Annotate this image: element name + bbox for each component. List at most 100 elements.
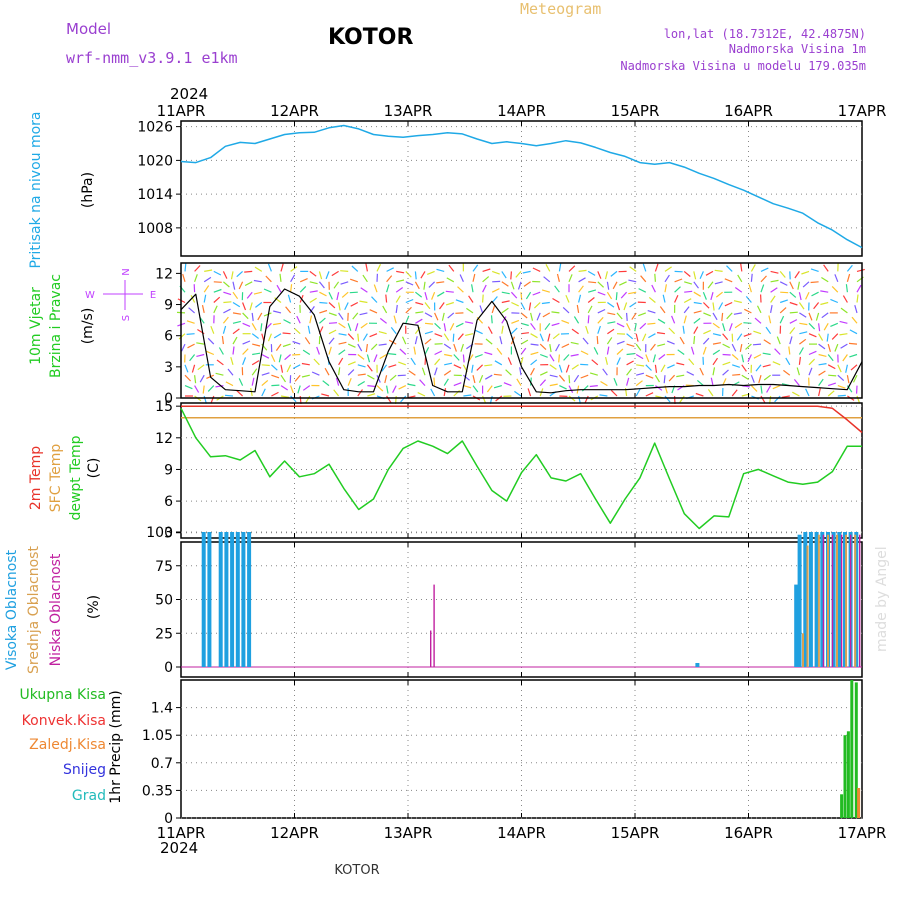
wind-barb (338, 349, 346, 355)
wind-barb (296, 315, 301, 324)
wind-barb (828, 374, 837, 377)
wind-barb (297, 385, 301, 394)
wind-barb (482, 294, 484, 303)
wind-barb (405, 270, 412, 278)
wind-barb (520, 322, 529, 327)
wind-barb (221, 336, 224, 345)
wind-barb (792, 391, 800, 397)
wind-barb (328, 322, 338, 324)
wind-barb (796, 367, 800, 376)
wind-barb (273, 333, 282, 339)
wind-barb (686, 371, 695, 376)
cloud-bar-1 (827, 534, 829, 667)
wind-barb (279, 273, 282, 282)
wind-barb (849, 329, 858, 335)
cloud-bar-2 (859, 534, 861, 667)
precip-legend-entry: Snijeg (63, 762, 106, 778)
wind-barb (695, 392, 704, 397)
wind-barb (588, 281, 597, 284)
wind-barb (359, 312, 368, 316)
wind-barb (338, 312, 344, 320)
wind-barb (501, 325, 504, 334)
wind-barb (420, 271, 426, 279)
wind-barb (702, 346, 707, 355)
wind-barb (616, 340, 625, 345)
wind-barb (333, 389, 340, 397)
wind-barb (726, 265, 733, 272)
cloud-bar-0 (808, 532, 813, 667)
wind-barb (651, 284, 656, 293)
wind-barb (414, 281, 420, 290)
cloud-bar-0 (797, 534, 802, 667)
wind-barb (267, 263, 272, 272)
wind-barb (362, 274, 368, 283)
wind-barb (522, 270, 531, 274)
wind-barb (453, 364, 462, 369)
wind-barb (668, 327, 676, 335)
wind-barb (752, 343, 762, 346)
wind-barb (660, 364, 666, 373)
wind-barb (242, 302, 247, 311)
wind-barb (578, 294, 582, 303)
wind-barb (336, 292, 340, 301)
wind-barb (196, 342, 205, 345)
precip-unit-label: 1hr Precip (mm) (108, 690, 124, 803)
cloud-bar-0 (218, 532, 223, 667)
wind-barb (779, 271, 786, 278)
wind-barb (722, 343, 730, 349)
wind-barb (645, 354, 650, 363)
y-tick-label: 0.35 (142, 783, 173, 799)
wind-barb (558, 263, 562, 272)
wind-barb (676, 374, 685, 378)
wind-barb (789, 336, 793, 345)
cloud-bar-1 (817, 534, 820, 667)
wind-barb (270, 354, 276, 362)
y-tick-label: 1014 (137, 187, 173, 203)
wind-barb (252, 343, 261, 347)
wind-barb (471, 364, 474, 373)
cloud-bar-1 (802, 633, 804, 668)
wind-barb (593, 347, 599, 355)
wind-barb (181, 343, 186, 352)
wind-barb (772, 385, 781, 390)
wind-barb (475, 329, 483, 335)
wind-barb (801, 270, 810, 275)
wind-barb (642, 263, 647, 272)
wind-barb (186, 333, 195, 335)
wind-barb (840, 343, 848, 349)
wind-barb (511, 301, 519, 307)
wind-barb (810, 281, 819, 284)
wind-barb (224, 394, 234, 397)
wind-barb (570, 341, 579, 345)
wind-barb (528, 302, 532, 311)
wind-barb (260, 323, 263, 332)
wind-barb (845, 364, 848, 373)
wind-barb (501, 300, 510, 304)
wind-barb (236, 390, 244, 397)
wind-barb (770, 304, 773, 314)
wind-barb (197, 364, 205, 371)
wind-barb (821, 312, 829, 319)
panel-frame-3 (180, 541, 863, 678)
wind-barb (597, 308, 606, 314)
wind-barb (294, 374, 301, 382)
wind-barb (712, 333, 721, 337)
wind-barb (626, 377, 630, 386)
wind-barb (530, 312, 534, 321)
cloud-bar-0 (814, 532, 819, 667)
wind-barb (338, 302, 341, 311)
wind-barb (724, 301, 733, 307)
panel-frame-2 (180, 402, 863, 539)
wind-barb (251, 368, 258, 376)
wind-barb (443, 370, 452, 376)
wind-barb (482, 268, 491, 272)
wind-barb (532, 267, 541, 272)
wind-barb (453, 382, 462, 387)
wind-barb (519, 367, 522, 376)
wind-barb (510, 281, 515, 290)
wind-barb (194, 385, 200, 393)
wind-barb (846, 273, 851, 282)
wind-barb (530, 343, 539, 346)
wind-barb (273, 310, 282, 314)
wind-barb (472, 375, 476, 384)
